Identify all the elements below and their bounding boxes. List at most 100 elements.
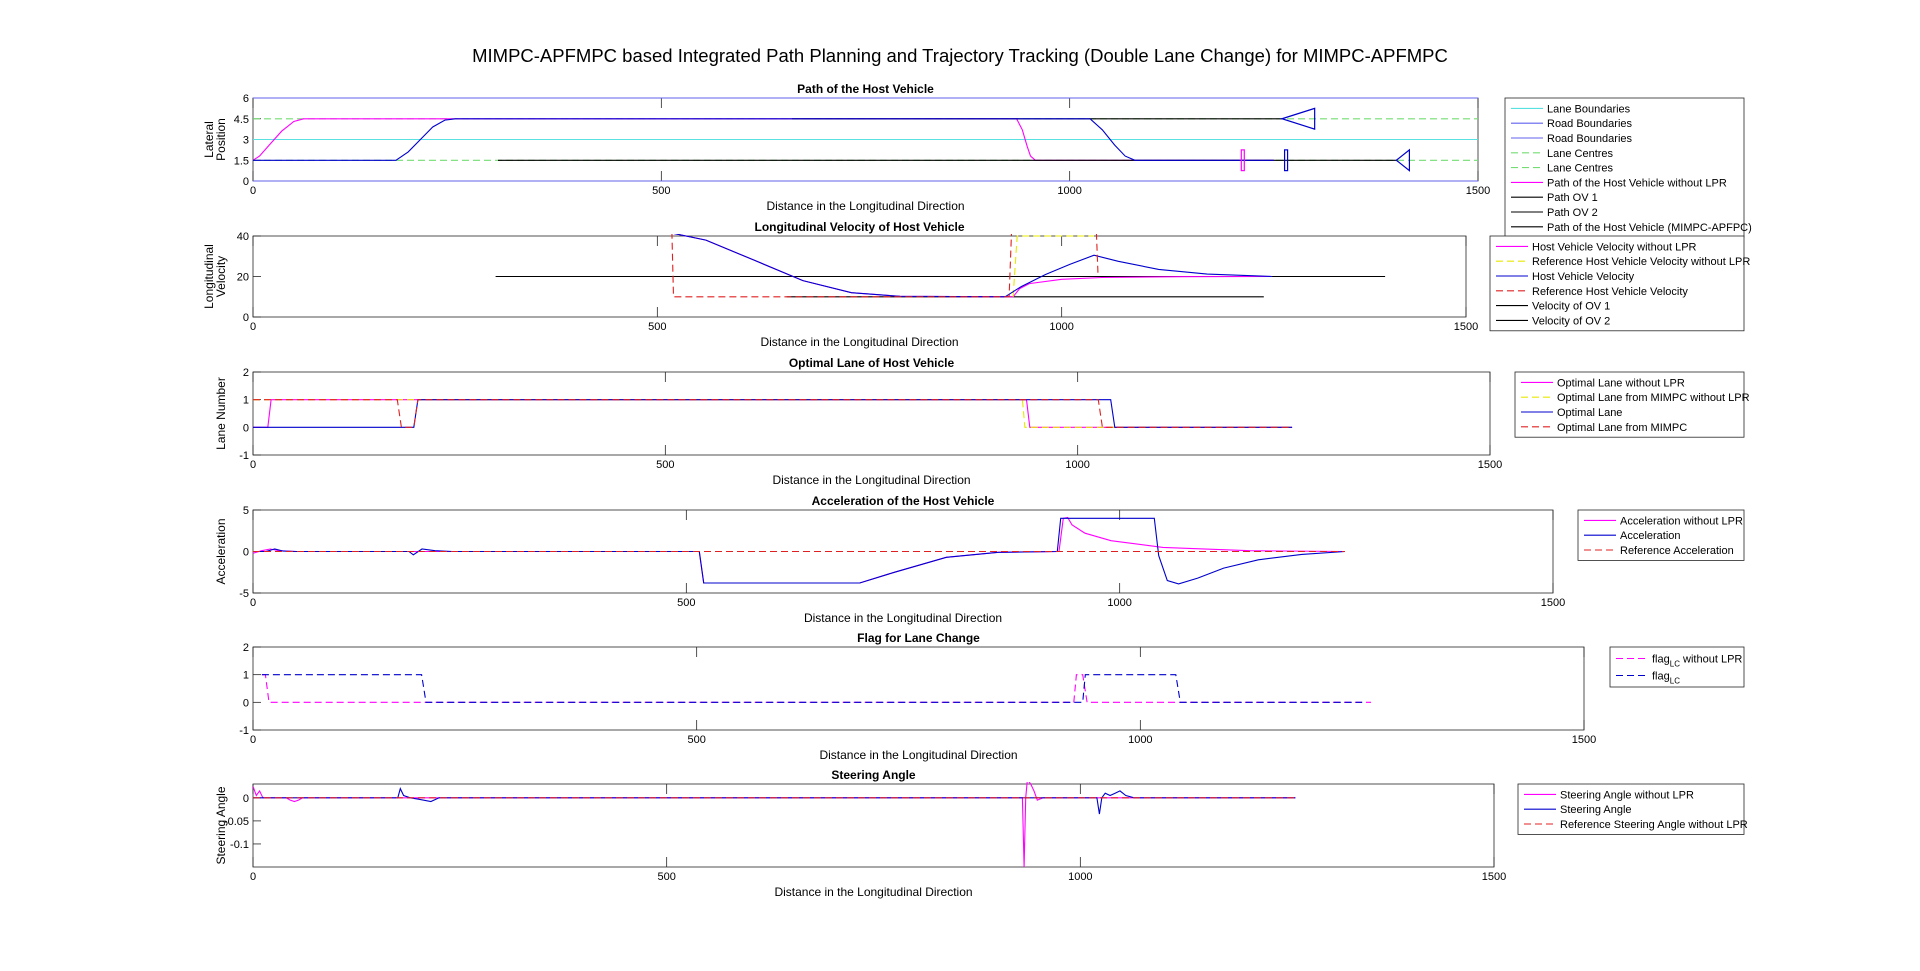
lane-series-line-3 [253, 399, 1293, 428]
flag-ytick-label: 1 [243, 670, 249, 682]
accel-legend-label: Acceleration [1620, 530, 1681, 542]
lane-legend-label: Optimal Lane from MIMPC [1557, 422, 1687, 434]
path-legend-box [1504, 97, 1745, 238]
velocity-legend-label: Velocity of OV 1 [1532, 301, 1610, 313]
steer-plot-area [252, 783, 1495, 868]
steer-legend-label: Steering Angle without LPR [1560, 789, 1694, 801]
velocity-legend-label: Reference Host Vehicle Velocity without … [1532, 256, 1750, 268]
flag-ytick-label: -1 [239, 725, 249, 737]
lane-legend-label: Optimal Lane [1557, 407, 1622, 419]
path-vehicle-0 [1280, 107, 1316, 130]
steer-ytick-label: -0.1 [230, 839, 249, 851]
steer-series-group [253, 782, 1296, 868]
lane-ytick-label: 1 [243, 395, 249, 407]
steer-legend: Steering Angle without LPR Steering Angle… [1517, 783, 1748, 835]
velocity-series-line-5 [671, 234, 1099, 298]
path-vehicle-1 [1395, 148, 1411, 172]
steer-ytick-label: 0 [243, 793, 249, 805]
path-ytick-label: 0 [243, 176, 249, 188]
lane-ylabel: Lane Number [214, 377, 228, 450]
flag-legend-label: flagLC without LPR [1652, 654, 1742, 669]
steer-chart: 0 500 1000 1500 -0.1 -0.05 0 Steering Angle Dist… [214, 768, 1748, 899]
accel-ytick-label: -5 [239, 588, 249, 600]
velocity-xlabel: Distance in the Longitudinal Direction [760, 335, 958, 349]
path-ytick-label: 4.5 [234, 114, 249, 126]
lane-xtick-label: 500 [656, 459, 674, 471]
flag-legend-label: flagLC [1652, 671, 1680, 686]
lane-legend-box [1514, 371, 1745, 438]
velocity-series-line-3 [1012, 235, 1094, 297]
flag-xtick-label: 1500 [1572, 734, 1596, 746]
steer-legend-label: Steering Angle [1560, 804, 1632, 816]
lane-ytick-label: 0 [243, 422, 249, 434]
velocity-legend-label: Host Vehicle Velocity without LPR [1532, 241, 1697, 253]
velocity-ylabel: Velocity [214, 256, 228, 297]
legend-subscript: LC [1670, 660, 1680, 669]
velocity-ytick-label: 0 [243, 312, 249, 324]
path-series-group [253, 97, 1478, 182]
velocity-xtick-label: 1500 [1454, 321, 1478, 333]
flag-xtick-label: 500 [687, 734, 705, 746]
accel-title: Acceleration of the Host Vehicle [812, 494, 995, 508]
velocity-legend-box [1489, 235, 1745, 332]
velocity-ytick-label: 40 [237, 231, 249, 243]
path-ylabel: Position [214, 118, 228, 161]
flag-legend-box [1609, 646, 1745, 688]
accel-ytick-label: 5 [243, 505, 249, 517]
path-ylabel: Lateral [202, 121, 216, 158]
velocity-legend-label: Reference Host Vehicle Velocity [1532, 286, 1688, 298]
accel-ytick-label: 0 [243, 547, 249, 559]
velocity-series-group [495, 234, 1386, 298]
path-xlabel: Distance in the Longitudinal Direction [766, 199, 964, 213]
velocity-xtick-label: 1000 [1049, 321, 1073, 333]
velocity-ylabel: Longitudinal [202, 244, 216, 309]
path-vehicle-marker-2 [1240, 149, 1245, 172]
flag-series-group [261, 674, 1371, 703]
path-legend-label: Lane Centres [1547, 148, 1614, 160]
accel-xlabel: Distance in the Longitudinal Direction [804, 611, 1002, 625]
path-ytick-label: 6 [243, 93, 249, 105]
steer-ytick-label: -0.05 [224, 816, 249, 828]
figure-title: MIMPC-APFMPC based Integrated Path Plann… [472, 45, 1448, 66]
path-xtick-label: 500 [652, 185, 670, 197]
lane-xlabel: Distance in the Longitudinal Direction [772, 473, 970, 487]
legend-text: flag [1652, 671, 1670, 683]
path-legend-label: Lane Boundaries [1547, 103, 1631, 115]
legend-suffix: without LPR [1680, 654, 1742, 666]
accel-ylabel: Acceleration [214, 518, 228, 584]
velocity-xtick-label: 0 [250, 321, 256, 333]
velocity-xtick-label: 500 [648, 321, 666, 333]
path-title: Path of the Host Vehicle [797, 82, 934, 96]
steer-xtick-label: 1500 [1482, 871, 1506, 883]
accel-series-group [253, 516, 1346, 585]
accel-legend: Acceleration without LPR Acceleration Refe… [1577, 509, 1745, 561]
velocity-series-line-4 [673, 234, 1272, 298]
velocity-chart: 0 500 1000 1500 0 20 40 Longitudinal Velocity o… [202, 220, 1750, 349]
steer-legend-label: Reference Steering Angle without LPR [1560, 819, 1748, 831]
steer-ylabel: Steering Angle [214, 786, 228, 864]
legend-subscript: LC [1670, 677, 1680, 686]
accel-xtick-label: 500 [677, 597, 695, 609]
path-xtick-label: 1000 [1057, 185, 1081, 197]
velocity-legend-label: Velocity of OV 2 [1532, 315, 1610, 327]
accel-legend-label: Acceleration without LPR [1620, 515, 1743, 527]
path-legend-label: Path OV 2 [1547, 207, 1598, 219]
legend-text: flag [1652, 654, 1670, 666]
velocity-legend-label: Host Vehicle Velocity [1532, 271, 1635, 283]
accel-xtick-label: 1000 [1107, 597, 1131, 609]
flag-ytick-label: 0 [243, 697, 249, 709]
lane-ytick-label: 2 [243, 367, 249, 379]
lane-xtick-label: 0 [250, 459, 256, 471]
path-xtick-label: 0 [250, 185, 256, 197]
steer-title: Steering Angle [831, 768, 916, 782]
lane-xtick-label: 1500 [1478, 459, 1502, 471]
path-ytick-label: 1.5 [234, 155, 249, 167]
flag-xtick-label: 0 [250, 734, 256, 746]
lane-title: Optimal Lane of Host Vehicle [789, 356, 955, 370]
path-series-line-8 [253, 118, 1274, 161]
path-ytick-label: 3 [243, 135, 249, 147]
path-legend-label: Path of the Host Vehicle without LPR [1547, 177, 1727, 189]
